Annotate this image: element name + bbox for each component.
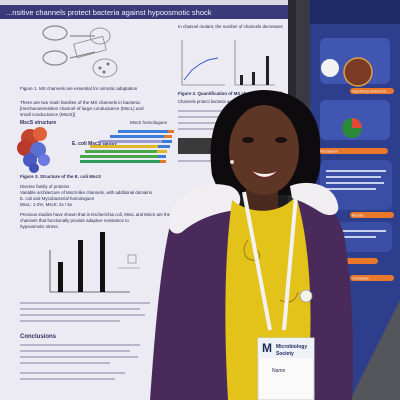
col2-figure-title: Figure 2. Quantification of MS channels … [178, 91, 282, 96]
right-bubble-3-text: Results [352, 214, 364, 218]
right-bubble-5-text: Conclusion [352, 277, 369, 281]
jacket-left [150, 191, 240, 400]
fur-trim-right [290, 182, 339, 216]
colony-image [343, 57, 373, 87]
paragraph-1: There are two main families of the MS ch… [20, 100, 145, 117]
badge-line-2: Society [276, 351, 294, 357]
bullet-1: Diverse family of proteins [20, 184, 70, 189]
homologue-bar-chart [80, 130, 174, 163]
homologues-legend-title: MscS homologues [130, 120, 168, 125]
person: M Microbiology Society Name [150, 90, 354, 400]
name-badge-pin [299, 289, 313, 303]
bullet-3: E. coli and Mycobacterial homologues [20, 196, 95, 201]
poster-header-text: ...nsitive channels protect bacteria aga… [6, 8, 212, 17]
col2-small-bar-chart [234, 40, 275, 86]
conference-badge: M Microbiology Society Name [257, 337, 315, 400]
badge-line-1: Microbiology [276, 344, 307, 350]
right-poster-bubble-5 [350, 275, 394, 281]
bullet-4: MscL: 1-2%; MscS: 2x / 5x [20, 202, 73, 207]
right-poster-bubble-2 [318, 148, 388, 154]
protein-structure-image [17, 127, 50, 173]
right-bubble-2-text: Mechanism [320, 150, 338, 154]
right-poster-bubble-1 [350, 88, 394, 94]
left-poster: ...nsitive channels protect bacteria aga… [0, 0, 292, 400]
figure-1-caption: Figure 1. MS channels are essential for … [20, 86, 138, 91]
paragraph-2: Previous studies have shown that in Esch… [20, 212, 179, 229]
col2-intro: In channel mutant, the number of channel… [178, 24, 284, 29]
col2-paragraph: Channels protect bacteria against hypoos… [178, 99, 278, 104]
poster-lower-text-lines [20, 302, 150, 322]
lanyard-left [242, 191, 272, 331]
mscs-structure-label: MscS structure [20, 120, 56, 126]
ecoli-mscs-label: E. coli MscS family [72, 141, 117, 147]
figure-1-diagram [42, 25, 118, 78]
earring [230, 160, 234, 164]
right-poster-panel-3 [320, 160, 392, 210]
right-bubble-1-text: Hypothesis statement... [352, 90, 389, 94]
right-poster-bubble-3 [350, 212, 394, 218]
conclusions-text-lines [20, 344, 140, 380]
fur-trim-left [168, 184, 241, 234]
col2-line-chart [181, 40, 225, 86]
bullet-2: Variable architecture of MscS-like chann… [20, 190, 153, 195]
left-eye [242, 137, 254, 143]
figure-3-caption: Figure 3. Structure of the E. coli MscS [20, 174, 101, 179]
flask-icon [321, 59, 339, 77]
poster-header-banner [0, 5, 290, 19]
badge-name: Name [272, 368, 286, 374]
lanyard-right [282, 195, 298, 331]
face [229, 105, 299, 195]
badge-logo: M [262, 341, 272, 355]
conclusions-heading: Conclusions [20, 334, 57, 340]
poster-board-pole [288, 0, 296, 400]
black-bar-chart [49, 232, 140, 293]
easel-stand [350, 300, 400, 400]
right-eye [275, 137, 287, 143]
